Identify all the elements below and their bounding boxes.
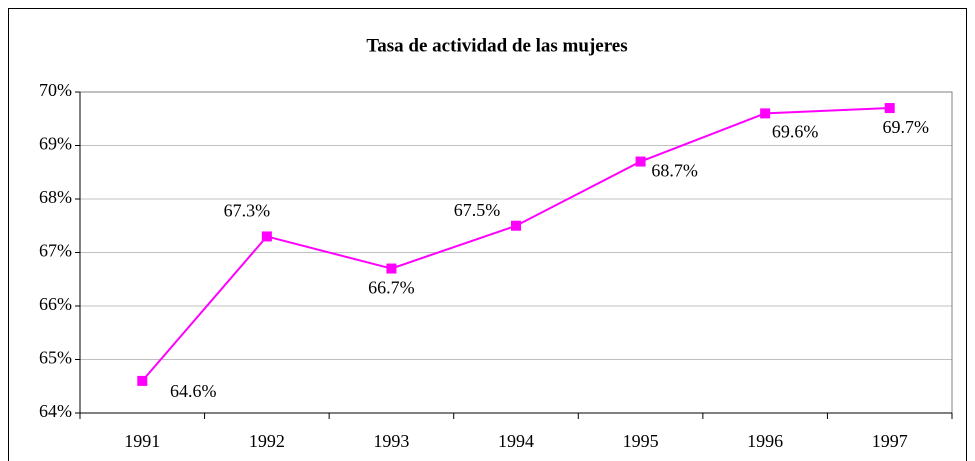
data-label: 67.5% [454, 200, 501, 220]
x-tick-label: 1995 [623, 431, 659, 451]
x-tick-label: 1994 [498, 431, 534, 451]
y-tick-label: 66% [39, 294, 72, 314]
x-tick-label: 1997 [872, 431, 908, 451]
y-tick-label: 65% [39, 348, 72, 368]
marker [760, 108, 771, 119]
x-tick-label: 1993 [373, 431, 409, 451]
marker [511, 220, 521, 231]
marker [137, 375, 148, 386]
marker [635, 156, 646, 167]
x-tick-label: 1991 [124, 431, 160, 451]
marker [386, 263, 397, 274]
chart-title: Tasa de actividad de las mujeres [366, 35, 627, 56]
y-tick-label: 67% [39, 241, 72, 261]
marker [884, 103, 895, 114]
x-tick-label: 1992 [249, 431, 285, 451]
data-label: 67.3% [224, 201, 271, 221]
data-label: 69.6% [772, 122, 819, 142]
y-tick-label: 64% [39, 401, 72, 421]
data-label: 69.7% [882, 117, 929, 137]
x-tick-label: 1996 [747, 431, 783, 451]
marker [261, 231, 272, 242]
data-label: 66.7% [368, 278, 415, 298]
data-label: 64.6% [170, 381, 217, 401]
data-label: 68.7% [651, 161, 698, 181]
y-tick-label: 69% [39, 134, 72, 154]
y-tick-label: 70% [39, 80, 72, 100]
y-tick-label: 68% [39, 187, 72, 207]
